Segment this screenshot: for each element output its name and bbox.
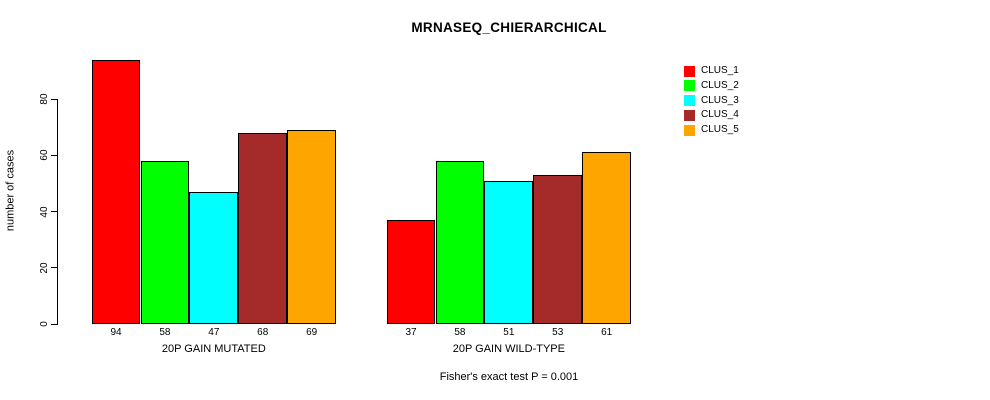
legend-label: CLUS_3	[701, 94, 739, 106]
bar-value-label: 61	[601, 327, 613, 338]
bar-CLUS_4	[238, 132, 288, 324]
legend-label: CLUS_5	[701, 124, 739, 136]
bar-value-label: 68	[257, 327, 269, 338]
y-axis-label: number of cases	[4, 149, 17, 232]
y-tick-label: 60	[39, 149, 50, 161]
bar-CLUS_2	[435, 160, 485, 324]
bar-value-label: 47	[208, 327, 220, 338]
legend-item-CLUS_2: CLUS_2	[684, 80, 739, 92]
chart-title: MRNASEQ_CHIERARCHICAL	[411, 20, 607, 35]
bar-value-label: 51	[503, 327, 515, 338]
legend-item-CLUS_5: CLUS_5	[684, 124, 739, 136]
legend-swatch-CLUS_4	[684, 109, 695, 121]
legend-label: CLUS_2	[701, 79, 739, 91]
y-tick-label: 80	[39, 93, 50, 105]
y-tick	[51, 98, 58, 100]
bar-CLUS_5	[582, 152, 632, 324]
legend-swatch-CLUS_1	[684, 65, 695, 77]
legend-label: CLUS_1	[701, 65, 739, 76]
legend: CLUS_1 CLUS_2 CLUS_3 CLUS_4 CLUS_5	[684, 65, 739, 139]
legend-item-CLUS_1: CLUS_1	[684, 65, 739, 77]
bar-CLUS_3	[484, 180, 534, 324]
bar-value-label: 94	[110, 327, 122, 338]
y-tick	[51, 211, 58, 212]
bar-value-label: 53	[552, 327, 564, 338]
legend-swatch-CLUS_5	[684, 124, 695, 136]
group-label: 20P GAIN MUTATED	[161, 343, 266, 355]
bar-CLUS_2	[140, 160, 190, 324]
legend-label: CLUS_4	[701, 109, 739, 121]
y-tick-label: 0	[39, 321, 50, 327]
y-tick-label: 40	[39, 205, 50, 218]
y-axis-line	[57, 99, 58, 325]
fisher-test-caption: Fisher's exact test P = 0.001	[439, 371, 579, 383]
bar-value-label: 69	[306, 327, 318, 338]
bar-CLUS_1	[91, 59, 141, 324]
y-tick	[51, 323, 58, 325]
bar-CLUS_1	[386, 219, 436, 324]
bar-CLUS_4	[533, 174, 583, 324]
y-tick	[51, 154, 58, 156]
y-tick-label: 20	[39, 262, 50, 274]
bar-CLUS_3	[189, 191, 239, 324]
legend-item-CLUS_3: CLUS_3	[684, 95, 739, 107]
legend-swatch-CLUS_2	[684, 80, 695, 92]
legend-item-CLUS_4: CLUS_4	[684, 109, 739, 121]
bar-value-label: 58	[454, 327, 466, 338]
bar-value-label: 37	[405, 327, 417, 338]
group-label: 20P GAIN WILD-TYPE	[452, 343, 565, 355]
y-tick	[51, 267, 58, 269]
legend-swatch-CLUS_3	[684, 95, 695, 107]
bar-CLUS_5	[287, 129, 337, 324]
bar-value-label: 58	[159, 327, 171, 338]
